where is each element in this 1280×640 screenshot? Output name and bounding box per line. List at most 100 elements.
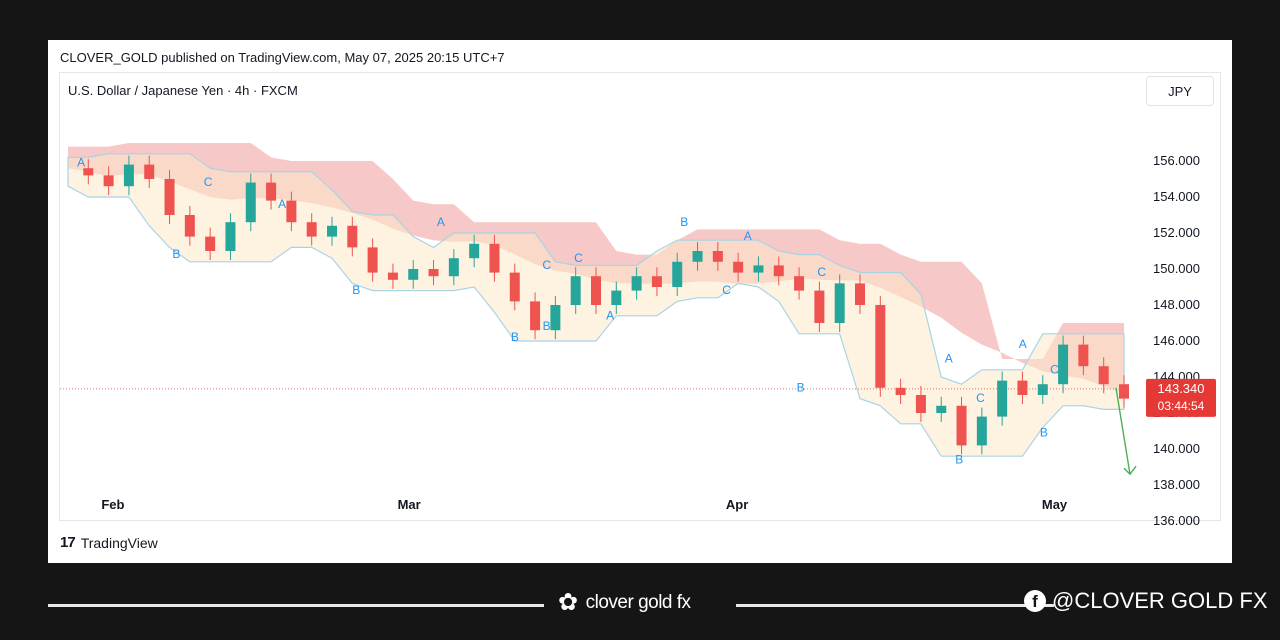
- wave-label: A: [437, 215, 445, 229]
- candle-body: [266, 182, 277, 201]
- wave-label: B: [352, 283, 360, 297]
- candle-body: [83, 168, 94, 176]
- candle-body: [712, 251, 723, 262]
- last-price-value: 143.340: [1158, 381, 1205, 396]
- forecast-arrowhead: [1123, 465, 1137, 476]
- chart-card: CLOVER_GOLD published on TradingView.com…: [48, 40, 1232, 563]
- bar-countdown: 03:44:54: [1158, 399, 1205, 413]
- tradingview-label: TradingView: [80, 534, 158, 551]
- y-tick-label: 136.000: [1153, 513, 1200, 528]
- candle-body: [123, 164, 134, 187]
- candle-body: [347, 225, 358, 248]
- tradingview-logo[interactable]: 17 TradingView: [60, 534, 158, 551]
- wave-label: C: [1050, 362, 1059, 376]
- candle-body: [550, 305, 561, 331]
- wave-label: B: [1040, 425, 1048, 439]
- candle-body: [286, 200, 297, 223]
- y-tick-label: 138.000: [1153, 477, 1200, 492]
- candle-body: [672, 261, 683, 287]
- candle-body: [611, 290, 622, 305]
- candle-body: [103, 175, 114, 187]
- wave-label: C: [817, 265, 826, 279]
- candle-body: [631, 276, 642, 291]
- candle-body: [327, 225, 337, 237]
- chart-frame: [59, 72, 1221, 521]
- publication-line: CLOVER_GOLD published on TradingView.com…: [60, 50, 505, 65]
- wave-label: C: [542, 258, 551, 272]
- candle-body: [651, 276, 662, 287]
- wave-label: B: [543, 319, 551, 333]
- candle-body: [753, 265, 764, 273]
- candle-body: [245, 182, 256, 223]
- symbol-title[interactable]: U.S. Dollar / Japanese Yen · 4h · FXCM: [68, 83, 298, 98]
- y-tick-label: 146.000: [1153, 333, 1200, 348]
- candle-body: [1058, 344, 1069, 385]
- footer-divider-left: [48, 604, 544, 607]
- forecast-arrow: [1115, 387, 1131, 475]
- wave-label: B: [955, 452, 963, 466]
- candle-body: [834, 283, 845, 323]
- y-tick-label: 140.000: [1153, 441, 1200, 456]
- candle-body: [469, 243, 480, 259]
- candle-body: [428, 269, 439, 277]
- candle-body: [773, 265, 784, 277]
- wave-label: A: [606, 308, 614, 322]
- candle-body: [144, 164, 155, 179]
- candle-body: [875, 305, 886, 388]
- clover-icon: ✿: [558, 589, 578, 616]
- candle-body: [184, 215, 195, 237]
- x-tick-label: May: [1042, 497, 1068, 512]
- y-tick-label: 156.000: [1153, 153, 1200, 168]
- candle-body: [367, 247, 378, 273]
- wave-label: B: [797, 380, 805, 394]
- candle-body: [591, 276, 601, 305]
- candle-body: [915, 395, 926, 413]
- wave-label: A: [1019, 337, 1027, 351]
- candle-body: [489, 243, 500, 273]
- last-price-tag: [1146, 378, 1216, 417]
- x-tick-label: Apr: [726, 497, 748, 512]
- wave-label: A: [744, 229, 752, 243]
- candle-body: [570, 276, 581, 305]
- candle-body: [997, 380, 1008, 417]
- candle-body: [1078, 344, 1089, 367]
- candle-body: [895, 387, 906, 395]
- price-chart[interactable]: A B C A B A B C B C A B C A B C A B A B C C 156.000 154.000 152.…: [48, 40, 1232, 563]
- candle-body: [976, 416, 987, 446]
- candle-body: [408, 269, 419, 280]
- y-tick-label: 154.000: [1153, 189, 1200, 204]
- candle-body: [733, 261, 744, 273]
- brand-name: clover gold fx: [585, 591, 691, 613]
- candle-body: [814, 290, 825, 323]
- candle-body: [855, 283, 865, 305]
- wave-label: B: [172, 247, 180, 261]
- y-tick-label: 152.000: [1153, 225, 1200, 240]
- candle-body: [387, 272, 398, 280]
- candle-body: [530, 301, 541, 331]
- currency-button[interactable]: JPY: [1146, 76, 1214, 106]
- candle-body: [306, 222, 317, 237]
- x-tick-label: Mar: [398, 497, 421, 512]
- brand: ✿ clover gold fx: [558, 588, 691, 617]
- candle-body: [164, 179, 175, 215]
- wave-label: C: [722, 283, 731, 297]
- wave-label: C: [976, 391, 985, 405]
- social-handle[interactable]: f @CLOVER GOLD FX: [1024, 588, 1268, 614]
- y-tick-label: 150.000: [1153, 261, 1200, 276]
- y-tick-label: 148.000: [1153, 297, 1200, 312]
- footer-divider-right: [736, 604, 1054, 607]
- candle-body: [1119, 384, 1129, 399]
- x-tick-label: Feb: [101, 497, 124, 512]
- social-label: @CLOVER GOLD FX: [1052, 588, 1268, 613]
- facebook-icon: f: [1024, 590, 1046, 612]
- candle-body: [1098, 366, 1109, 385]
- candle-body: [1017, 380, 1028, 395]
- wave-label: B: [511, 330, 519, 344]
- wave-label: B: [680, 215, 688, 229]
- candle-body: [794, 276, 805, 291]
- candle-body: [936, 405, 947, 413]
- candle-body: [1037, 384, 1048, 395]
- candle-body: [956, 405, 967, 446]
- candle-body: [205, 236, 216, 251]
- candle-body: [509, 272, 520, 302]
